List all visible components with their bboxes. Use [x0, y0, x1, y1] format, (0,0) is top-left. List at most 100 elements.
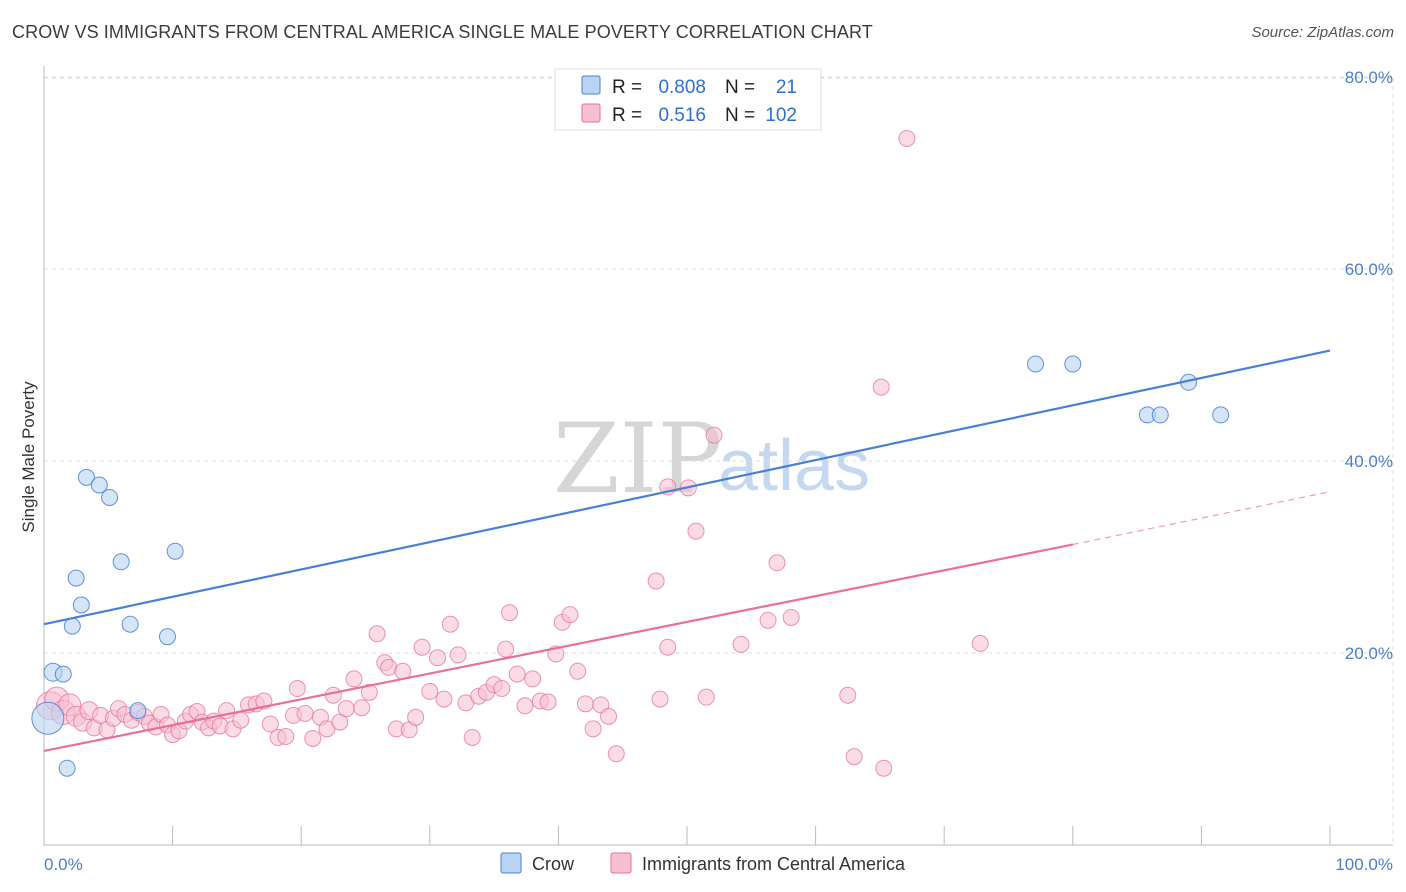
- y-tick-labels: 20.0% 40.0% 60.0% 80.0%: [1345, 68, 1393, 663]
- point-immigrants: [607, 745, 625, 763]
- point-crow: [77, 468, 95, 486]
- legend-n-value-1: 21: [776, 77, 797, 98]
- point-crow: [166, 542, 184, 560]
- point-immigrants: [561, 606, 579, 624]
- point-immigrants: [324, 686, 342, 704]
- point-immigrants: [659, 638, 677, 656]
- point-immigrants: [288, 680, 306, 698]
- point-immigrants: [651, 690, 669, 708]
- point-crow: [31, 701, 65, 735]
- point-immigrants: [647, 572, 665, 590]
- point-immigrants: [296, 704, 314, 722]
- point-immigrants: [898, 129, 916, 147]
- point-immigrants: [449, 646, 467, 664]
- point-immigrants: [353, 699, 371, 717]
- source-label: Source: ZipAtlas.com: [1251, 24, 1394, 41]
- point-crow: [1064, 355, 1082, 373]
- point-crow: [90, 476, 108, 494]
- point-immigrants: [421, 682, 439, 700]
- series-legend: Crow Immigrants from Central America: [500, 852, 906, 874]
- legend-r-value-1: 0.808: [658, 77, 706, 98]
- point-immigrants: [872, 378, 890, 396]
- point-immigrants: [600, 707, 618, 725]
- point-immigrants: [971, 634, 989, 652]
- x-tick-label-min: 0.0%: [44, 855, 83, 874]
- legend-n-value-2: 102: [765, 105, 797, 126]
- point-crow: [67, 569, 85, 587]
- x-ticks: [43, 826, 1331, 845]
- point-immigrants: [435, 690, 453, 708]
- point-immigrants: [501, 604, 519, 622]
- point-immigrants: [463, 728, 481, 746]
- y-tick-label: 60.0%: [1345, 260, 1393, 279]
- series-crow: [31, 355, 1230, 777]
- y-tick-label: 40.0%: [1345, 452, 1393, 471]
- point-immigrants: [493, 680, 511, 698]
- point-immigrants: [407, 708, 425, 726]
- legend-r-label-2: R =: [612, 105, 642, 126]
- point-immigrants: [508, 665, 526, 683]
- point-crow: [58, 759, 76, 777]
- legend-swatch-immigrants: [581, 103, 601, 123]
- point-immigrants: [524, 670, 542, 688]
- point-immigrants: [304, 729, 322, 747]
- point-immigrants: [368, 625, 386, 643]
- legend-n-label-1: N =: [725, 77, 755, 98]
- trend-line-immigrants-extension: [1072, 491, 1331, 546]
- point-immigrants: [232, 711, 250, 729]
- point-immigrants: [569, 662, 587, 680]
- point-immigrants: [277, 728, 295, 746]
- y-axis-label: Single Male Poverty: [19, 381, 38, 533]
- point-crow: [72, 596, 90, 614]
- point-crow: [112, 553, 130, 571]
- point-immigrants: [687, 522, 705, 540]
- point-immigrants: [705, 426, 723, 444]
- trend-lines: [43, 349, 1331, 752]
- grid-lines: [44, 76, 1394, 845]
- chart-title: CROW VS IMMIGRANTS FROM CENTRAL AMERICA …: [12, 22, 873, 42]
- point-crow: [1212, 406, 1230, 424]
- trend-line-crow: [43, 349, 1331, 626]
- point-immigrants: [845, 748, 863, 766]
- point-immigrants: [337, 700, 355, 718]
- point-immigrants: [497, 640, 515, 658]
- point-crow: [158, 628, 176, 646]
- correlation-legend: R = 0.808 N = 21 R = 0.516 N = 102: [554, 68, 822, 131]
- point-crow: [63, 617, 81, 635]
- point-crow: [1027, 355, 1045, 373]
- bottom-legend-label-immigrants: Immigrants from Central America: [642, 854, 906, 874]
- bottom-legend-swatch-crow: [500, 852, 522, 874]
- point-immigrants: [413, 638, 431, 656]
- y-tick-label: 20.0%: [1345, 644, 1393, 663]
- point-immigrants: [875, 759, 893, 777]
- point-immigrants: [759, 611, 777, 629]
- legend-r-value-2: 0.516: [658, 105, 706, 126]
- point-crow: [1151, 406, 1169, 424]
- legend-r-label-1: R =: [612, 77, 642, 98]
- point-immigrants: [576, 695, 594, 713]
- watermark-zip: ZIP: [553, 403, 722, 515]
- point-immigrants: [768, 554, 786, 572]
- point-immigrants: [429, 649, 447, 667]
- point-crow: [101, 488, 119, 506]
- point-immigrants: [584, 720, 602, 738]
- point-crow: [129, 702, 147, 720]
- point-immigrants: [782, 608, 800, 626]
- point-immigrants: [516, 697, 534, 715]
- point-immigrants: [697, 688, 715, 706]
- y-tick-label: 80.0%: [1345, 68, 1393, 87]
- point-crow: [54, 665, 72, 683]
- bottom-legend-swatch-immigrants: [610, 852, 632, 874]
- point-immigrants: [380, 658, 398, 676]
- point-immigrants: [839, 686, 857, 704]
- point-immigrants: [441, 615, 459, 633]
- point-immigrants: [345, 670, 363, 688]
- x-tick-label-max: 100.0%: [1335, 855, 1393, 874]
- point-immigrants: [360, 683, 378, 701]
- watermark-atlas: atlas: [718, 426, 870, 506]
- legend-swatch-crow: [581, 75, 601, 95]
- point-immigrants: [732, 635, 750, 653]
- point-crow: [121, 615, 139, 633]
- point-immigrants: [261, 715, 279, 733]
